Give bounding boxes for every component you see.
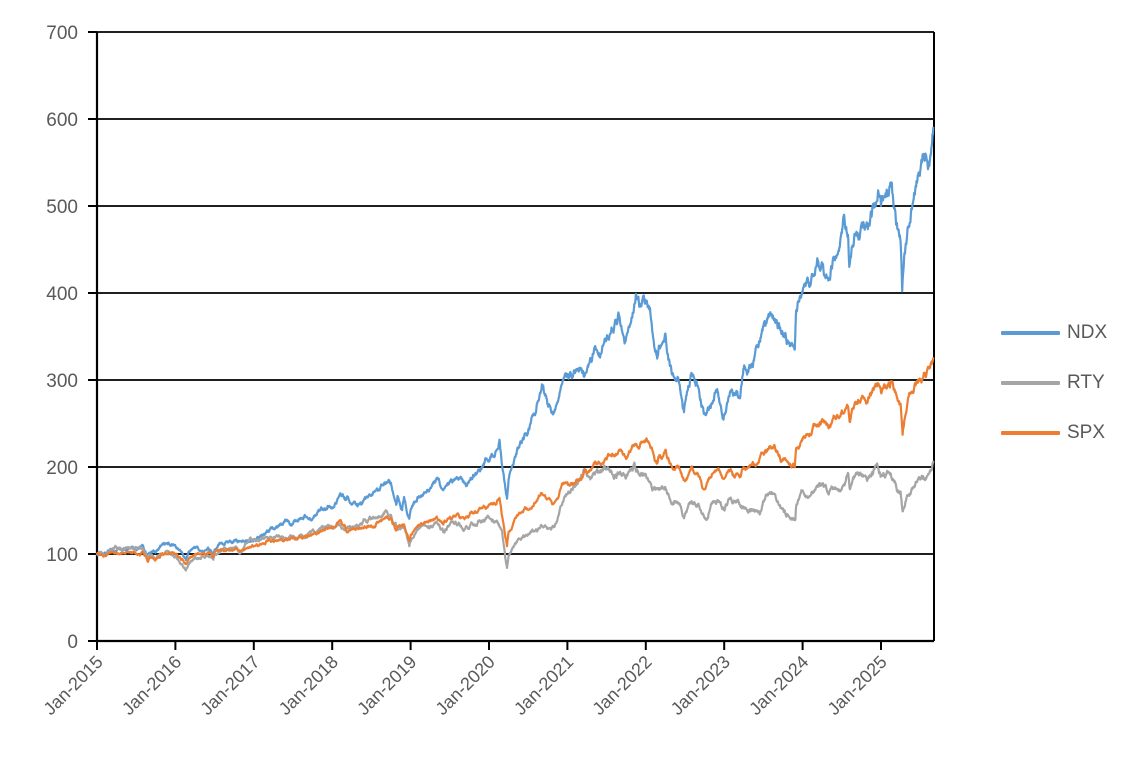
x-axis-tick-label: Jan-2021 [510, 652, 577, 719]
y-axis-tick-label: 400 [46, 284, 78, 305]
x-axis-tick-label: Jan-2017 [196, 652, 263, 719]
x-axis-tick-label: Jan-2025 [824, 652, 891, 719]
x-axis-tick-label: Jan-2016 [118, 652, 185, 719]
x-axis-tick-label: Jan-2015 [40, 652, 107, 719]
x-axis-tick-label: Jan-2019 [353, 652, 420, 719]
x-axis-tick-label: Jan-2024 [745, 652, 812, 719]
series-line-ndx [95, 126, 935, 562]
y-axis-tick-label: 500 [46, 197, 78, 218]
y-axis-tick-label: 200 [46, 458, 78, 479]
spx-line-swatch [1001, 431, 1060, 435]
legend-label-rty: RTY [1067, 372, 1105, 393]
legend-label-ndx: NDX [1067, 322, 1108, 343]
x-axis-tick-label: Jan-2022 [588, 652, 655, 719]
y-axis-tick-label: 700 [46, 23, 78, 44]
x-axis-tick-label: Jan-2020 [432, 652, 499, 719]
legend-item-ndx: NDX [1001, 321, 1107, 345]
y-axis-tick-label: 600 [46, 110, 78, 131]
ndx-line-swatch [1001, 331, 1060, 335]
series-line-spx [95, 357, 935, 566]
legend-item-spx: SPX [1001, 421, 1105, 445]
y-axis-tick-label: 300 [46, 371, 78, 392]
legend-item-rty: RTY [1001, 371, 1105, 395]
x-axis-tick-label: Jan-2023 [667, 652, 734, 719]
y-axis-tick-label: 0 [67, 632, 78, 653]
rty-line-swatch [1001, 381, 1060, 385]
legend-label-spx: SPX [1067, 422, 1106, 443]
y-axis-tick-label: 100 [46, 545, 78, 566]
series-line-rty [95, 460, 935, 572]
x-axis-tick-label: Jan-2018 [275, 652, 342, 719]
